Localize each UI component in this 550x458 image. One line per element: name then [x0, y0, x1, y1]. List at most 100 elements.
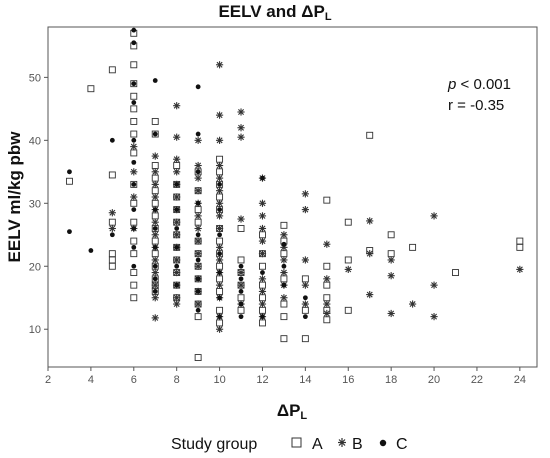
- point-series-b: [409, 300, 417, 308]
- point-series-a: [516, 243, 524, 251]
- point-series-c: [217, 182, 222, 187]
- point-series-b: [301, 190, 309, 198]
- point-series-b: [173, 168, 181, 176]
- point-series-a: [130, 294, 138, 302]
- legend-label-c: C: [396, 436, 408, 453]
- y-tick-label: 20: [29, 261, 41, 273]
- r-value-annotation: r = -0.35: [448, 97, 504, 114]
- point-series-b: [366, 250, 374, 258]
- point-series-c: [302, 295, 308, 301]
- point-series-c: [238, 263, 244, 269]
- point-series-b: [301, 205, 309, 214]
- point-series-a: [130, 149, 138, 157]
- point-series-a: [259, 281, 266, 289]
- point-series-b: [194, 212, 202, 220]
- point-series-a: [216, 155, 224, 163]
- point-series-b: [108, 224, 116, 233]
- point-series-b: [194, 262, 202, 270]
- point-series-b: [215, 61, 224, 69]
- point-series-b: [280, 268, 288, 277]
- point-series-a: [216, 306, 224, 314]
- x-tick-label: 6: [131, 374, 137, 386]
- point-series-b: [301, 300, 309, 308]
- x-tick-label: 20: [428, 374, 440, 386]
- legend-label-b: B: [352, 436, 363, 453]
- point-series-a: [259, 319, 266, 327]
- point-series-b: [280, 256, 288, 264]
- point-series-b: [173, 294, 181, 302]
- point-series-a: [151, 199, 159, 207]
- point-series-a: [130, 199, 138, 207]
- point-series-a: [108, 256, 116, 264]
- point-series-a: [108, 218, 116, 226]
- point-series-b: [215, 199, 224, 207]
- point-series-a: [237, 225, 245, 232]
- legend-marker-asterisk: [338, 438, 346, 447]
- x-tick-label: 16: [342, 374, 354, 386]
- x-axis-label: ΔPL: [277, 401, 308, 422]
- point-series-c: [281, 263, 287, 269]
- p-value-text: < 0.001: [456, 76, 511, 93]
- point-series-a: [409, 243, 417, 251]
- point-series-b: [151, 218, 159, 226]
- x-tick-label: 18: [385, 374, 397, 386]
- point-series-c: [238, 314, 244, 320]
- point-series-b: [366, 290, 374, 299]
- point-series-b: [258, 287, 267, 296]
- point-series-c: [195, 232, 201, 238]
- point-series-c: [131, 100, 137, 105]
- x-tick-label: 12: [256, 374, 268, 386]
- point-series-b: [237, 268, 245, 277]
- point-series-a: [87, 85, 95, 93]
- point-series-a: [516, 237, 524, 245]
- x-tick-label: 2: [45, 374, 51, 386]
- point-series-c: [174, 207, 180, 212]
- p-value-label: p: [447, 76, 456, 93]
- point-series-c: [217, 314, 222, 320]
- point-series-b: [173, 155, 181, 163]
- point-series-b: [344, 265, 352, 274]
- point-series-b: [151, 168, 159, 176]
- point-series-b: [323, 309, 331, 318]
- point-series-b: [323, 240, 331, 248]
- point-series-c: [217, 232, 222, 238]
- x-tick-label: 24: [514, 374, 526, 386]
- point-series-a: [130, 237, 138, 245]
- point-series-a: [216, 262, 224, 270]
- point-series-b: [237, 281, 245, 289]
- point-series-b: [194, 161, 202, 170]
- x-axis-label-subscript: L: [300, 410, 307, 422]
- point-series-b: [194, 300, 202, 308]
- point-series-a: [108, 171, 116, 179]
- point-series-b: [387, 309, 395, 318]
- legend-label-a: A: [312, 436, 323, 453]
- point-series-b: [258, 300, 267, 308]
- point-series-a: [130, 105, 138, 113]
- point-series-a: [130, 218, 138, 226]
- p-value-annotation: p < 0.001: [447, 76, 511, 93]
- legend-marker-dot: [379, 439, 387, 447]
- point-series-b: [151, 281, 159, 289]
- point-series-c: [88, 248, 94, 253]
- point-series-a: [280, 250, 288, 258]
- point-series-a: [301, 306, 309, 314]
- point-series-b: [215, 256, 224, 264]
- point-series-a: [280, 300, 288, 308]
- x-tick-label: 10: [213, 374, 225, 386]
- point-series-c: [152, 226, 158, 231]
- point-series-b: [387, 272, 395, 280]
- point-series-a: [130, 117, 138, 125]
- point-series-c: [260, 175, 265, 181]
- point-series-b: [215, 187, 224, 195]
- point-series-b: [258, 237, 267, 245]
- point-series-b: [258, 275, 267, 283]
- point-series-a: [194, 354, 202, 362]
- chart-title: EELV and ΔPL: [218, 2, 331, 23]
- point-series-a: [259, 294, 266, 302]
- point-series-a: [323, 294, 331, 302]
- point-series-c: [195, 200, 201, 206]
- point-series-c: [238, 301, 244, 307]
- point-series-b: [130, 193, 138, 201]
- point-series-a: [366, 131, 374, 139]
